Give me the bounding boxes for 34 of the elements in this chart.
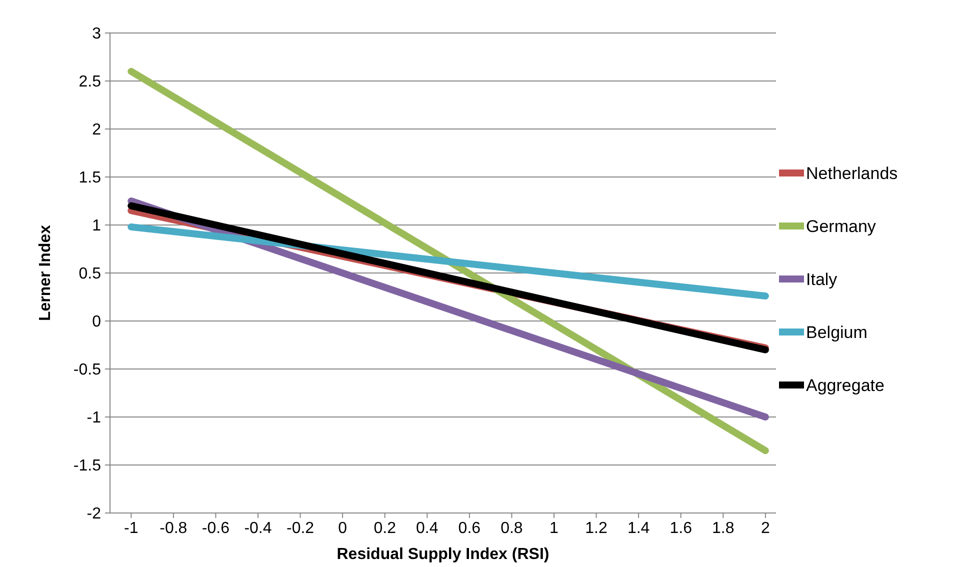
x-tick-label: 1.4	[627, 520, 650, 537]
y-tick-label: 1.5	[78, 170, 102, 187]
y-tick-label: -0.5	[73, 362, 102, 379]
legend-label: Aggregate	[806, 376, 884, 395]
y-tick-label: 1	[92, 218, 102, 235]
x-tick-label: -0.4	[244, 520, 272, 537]
x-tick-label: 1.8	[712, 520, 734, 537]
y-tick-label: 2.5	[78, 74, 102, 91]
x-axis-title: Residual Supply Index (RSI)	[336, 546, 550, 563]
x-tick-label: 0.4	[416, 520, 438, 537]
y-tick-label: -2	[86, 506, 102, 523]
x-tick-label: -0.2	[286, 520, 314, 537]
x-tick-label: 0	[338, 520, 348, 537]
legend-label: Italy	[806, 270, 838, 289]
x-tick-label: 0.2	[374, 520, 396, 537]
y-tick-label: -1.5	[73, 458, 102, 475]
x-tick-label: 0.8	[500, 520, 523, 537]
x-tick-label: 0.6	[458, 520, 481, 537]
legend-label: Belgium	[806, 322, 868, 342]
legend-label: Netherlands	[806, 164, 898, 183]
y-tick-label: 0.5	[78, 266, 102, 283]
y-tick-label: -1	[86, 410, 102, 427]
x-tick-label: 1.2	[585, 520, 608, 537]
y-tick-label: 2	[92, 122, 102, 139]
x-tick-label: -0.8	[160, 520, 188, 537]
y-tick-label: 3	[92, 26, 102, 43]
x-tick-label: 1	[550, 520, 559, 537]
y-axis-title: Lerner Index	[37, 224, 54, 322]
x-tick-label: -1	[124, 520, 138, 537]
x-tick-label: 2	[760, 520, 770, 537]
x-tick-label: 1.6	[670, 520, 692, 537]
y-tick-label: 0	[92, 314, 102, 331]
x-tick-label: -0.6	[202, 520, 230, 537]
legend-label: Germany	[806, 216, 876, 236]
